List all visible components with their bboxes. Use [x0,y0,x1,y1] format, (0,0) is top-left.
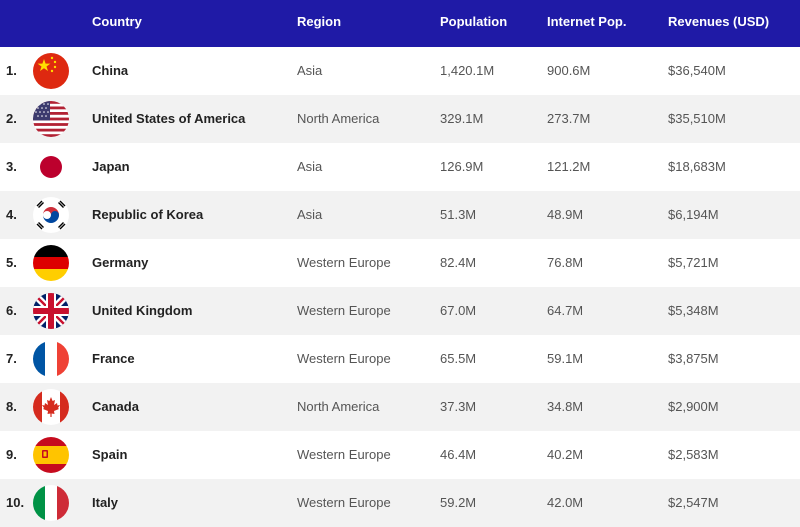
header-population[interactable]: Population [440,14,508,29]
italy-flag-icon [33,485,69,521]
region: Western Europe [297,495,391,510]
internet-pop: 76.8M [547,255,584,270]
internet-pop: 40.2M [547,447,584,462]
population: 329.1M [440,111,484,126]
korea-flag-icon [33,197,69,233]
country-name: China [92,63,129,78]
region: North America [297,111,380,126]
region: North America [297,399,380,414]
japan-flag-icon [33,149,69,185]
region: Western Europe [297,447,391,462]
internet-pop: 59.1M [547,351,584,366]
country-name: Canada [92,399,139,414]
revenues: $2,900M [668,399,719,414]
population: 65.5M [440,351,477,366]
revenues: $2,547M [668,495,719,510]
revenues: $6,194M [668,207,719,222]
region: Western Europe [297,255,391,270]
rank: 7. [6,351,17,366]
population: 82.4M [440,255,477,270]
country-name: Republic of Korea [92,207,204,222]
country-name: United States of America [92,111,246,126]
rank: 1. [6,63,17,78]
header-region[interactable]: Region [297,14,342,29]
region: Western Europe [297,303,391,318]
internet-pop: 121.2M [547,159,591,174]
rank: 10. [6,495,25,510]
table-row: 9. Spain Western Europe 46.4M 40.2M $2,5… [0,431,800,479]
country-name: Germany [92,255,149,270]
spain-flag-icon [33,437,69,473]
germany-flag-icon [33,245,69,281]
header-revenues[interactable]: Revenues (USD) [668,14,770,29]
population: 46.4M [440,447,477,462]
country-name: Italy [92,495,119,510]
table-row: 6. United Kingdom Western Europe 67.0M 6… [0,287,800,335]
header-internet-pop[interactable]: Internet Pop. [547,14,627,29]
region: Western Europe [297,351,391,366]
table-row: 7. France Western Europe 65.5M 59.1M $3,… [0,335,800,383]
table-row: 10. Italy Western Europe 59.2M 42.0M $2,… [0,479,800,527]
rank: 3. [6,159,17,174]
region: Asia [297,159,323,174]
table-row: 1. China Asia 1,420.1M 900.6M $36,540M [0,47,800,95]
region: Asia [297,207,323,222]
usa-flag-icon [33,101,69,137]
internet-pop: 42.0M [547,495,584,510]
population: 1,420.1M [440,63,495,78]
revenues: $35,510M [668,111,726,126]
country-name: Japan [92,159,130,174]
internet-pop: 64.7M [547,303,584,318]
table-row: 3. Japan Asia 126.9M 121.2M $18,683M [0,143,800,191]
country-name: France [92,351,135,366]
table-header: Country Region Population Internet Pop. … [0,0,800,47]
rank: 9. [6,447,17,462]
population: 59.2M [440,495,477,510]
table-row: 8. Canada North America 37.3M 34.8M $2,9… [0,383,800,431]
country-name: Spain [92,447,128,462]
revenues: $5,348M [668,303,719,318]
uk-flag-icon [33,293,69,329]
internet-pop: 48.9M [547,207,584,222]
table-row: 4. Republic of Korea Asia 51.3M 48.9M $6… [0,191,800,239]
header-country[interactable]: Country [92,14,142,29]
internet-pop: 273.7M [547,111,591,126]
rank: 2. [6,111,17,126]
rank: 6. [6,303,17,318]
population: 126.9M [440,159,484,174]
revenues: $18,683M [668,159,726,174]
population: 37.3M [440,399,477,414]
country-name: United Kingdom [92,303,193,318]
france-flag-icon [33,341,69,377]
population: 67.0M [440,303,477,318]
revenues: $5,721M [668,255,719,270]
rank: 8. [6,399,17,414]
revenues: $3,875M [668,351,719,366]
internet-pop: 900.6M [547,63,591,78]
population: 51.3M [440,207,477,222]
internet-pop: 34.8M [547,399,584,414]
china-flag-icon [33,53,69,89]
table-row: 2. United States of America North Americ… [0,95,800,143]
rank: 4. [6,207,17,222]
region: Asia [297,63,323,78]
table-row: 5. Germany Western Europe 82.4M 76.8M $5… [0,239,800,287]
revenues: $36,540M [668,63,726,78]
canada-flag-icon [33,389,69,425]
revenues: $2,583M [668,447,719,462]
rank: 5. [6,255,17,270]
